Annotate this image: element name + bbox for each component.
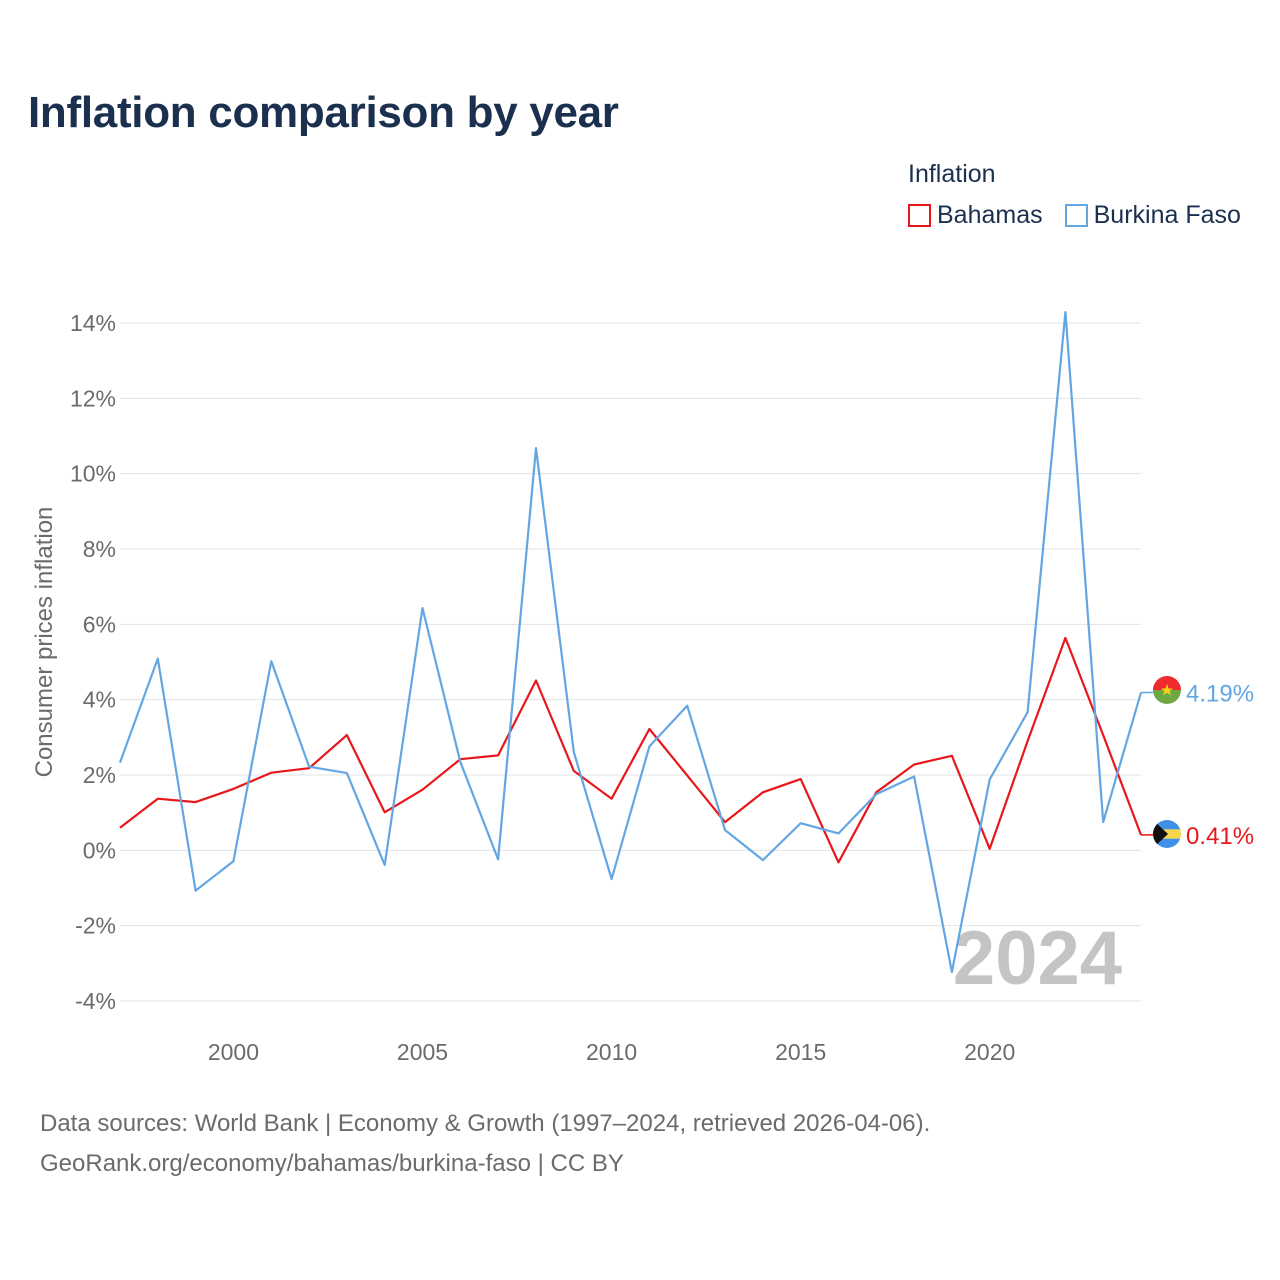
x-tick-label: 2010	[586, 1039, 637, 1065]
burkina-faso-flag-icon	[1153, 676, 1181, 704]
series-line-bahamas[interactable]	[119, 636, 1143, 864]
x-tick-label: 2000	[208, 1039, 259, 1065]
x-tick-label: 2020	[964, 1039, 1015, 1065]
legend: Inflation Bahamas Burkina Faso	[908, 160, 1241, 230]
legend-label-bahamas: Bahamas	[937, 201, 1043, 229]
end-label-burkina-faso: 4.19%	[1186, 681, 1254, 708]
y-tick-label: 10%	[70, 461, 116, 487]
legend-title: Inflation	[908, 160, 996, 188]
chart-title: Inflation comparison by year	[28, 88, 619, 137]
y-tick-label: 0%	[83, 837, 116, 863]
source-line-2[interactable]: GeoRank.org/economy/bahamas/burkina-faso…	[40, 1150, 624, 1177]
end-label-bahamas: 0.41%	[1186, 823, 1254, 850]
watermark-year: 2024	[953, 916, 1122, 1001]
source-note: Data sources: World Bank | Economy & Gro…	[40, 1104, 930, 1184]
y-tick-label: -4%	[75, 988, 116, 1014]
series-line-burkina-faso[interactable]	[118, 311, 1143, 974]
legend-item-burkina-faso[interactable]: Burkina Faso	[1064, 201, 1241, 230]
x-tick-label: 2015	[775, 1039, 826, 1065]
y-tick-label: 2%	[83, 762, 116, 788]
source-line-1: Data sources: World Bank | Economy & Gro…	[40, 1110, 931, 1137]
legend-swatch-bahamas	[908, 204, 931, 227]
legend-item-bahamas[interactable]: Bahamas	[908, 201, 1043, 230]
bahamas-flag-icon	[1153, 820, 1181, 848]
y-tick-label: 8%	[83, 536, 116, 562]
y-tick-label: 12%	[70, 385, 116, 411]
y-tick-label: 14%	[70, 310, 116, 336]
x-tick-label: 2005	[397, 1039, 448, 1065]
legend-swatch-burkina-faso	[1064, 204, 1088, 227]
legend-label-burkina-faso: Burkina Faso	[1093, 201, 1241, 229]
y-tick-label: 4%	[83, 687, 116, 713]
y-tick-label: -2%	[75, 913, 116, 939]
y-tick-label: 6%	[83, 611, 116, 637]
y-axis-label: Consumer prices inflation	[31, 507, 58, 778]
